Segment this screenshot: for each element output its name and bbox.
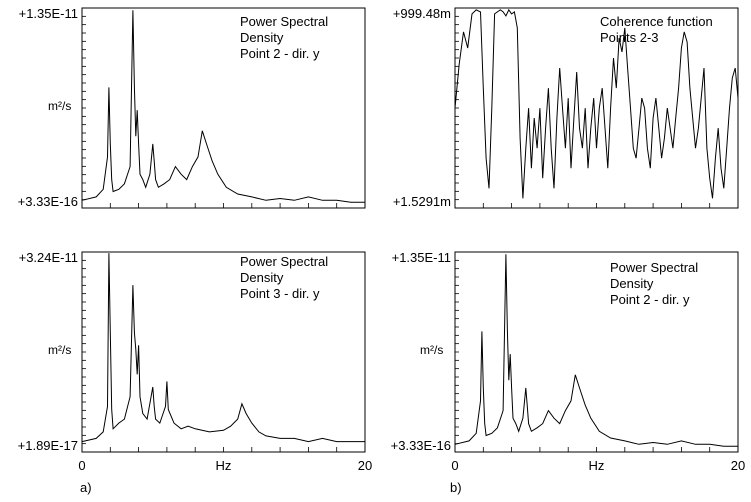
series-line-1 bbox=[81, 253, 365, 443]
panel-label-b: b) bbox=[450, 480, 462, 495]
chart-title-line: Density bbox=[610, 276, 654, 291]
chart-title-line: Point 3 - dir. y bbox=[240, 286, 320, 301]
y-unit-label: m²/s bbox=[48, 99, 71, 113]
y-top-label: +1.35E-11 bbox=[392, 250, 451, 265]
chart-panel-2: +999.48m +1.5291m Coherence functionPoints… bbox=[393, 6, 739, 209]
x-tick-label-end: 20 bbox=[731, 458, 745, 473]
series-line-1 bbox=[81, 10, 365, 203]
y-unit-label: m²/s bbox=[420, 343, 443, 357]
y-top-label: +999.48m bbox=[393, 6, 451, 21]
chart-title-line: Coherence function bbox=[600, 14, 713, 29]
plot-frame bbox=[81, 7, 366, 209]
plot-frame bbox=[454, 7, 739, 209]
chart-panel-1: +1.35E-11 +3.33E-16 m²/s Power SpectralDens… bbox=[18, 6, 366, 209]
y-bottom-label: +3.33E-16 bbox=[391, 438, 451, 453]
plot-frame bbox=[454, 251, 739, 453]
panel-label-a: a) bbox=[80, 480, 92, 495]
x-axis-label: Hz bbox=[589, 458, 605, 473]
plot-frame bbox=[81, 251, 366, 453]
chart-title-line: Density bbox=[240, 30, 284, 45]
y-bottom-label: +1.89E-17 bbox=[18, 438, 78, 453]
chart-title-line: Power Spectral bbox=[240, 14, 328, 29]
chart-panel-4: +1.35E-11 +3.33E-16 m²/s Power SpectralDens… bbox=[391, 250, 746, 473]
x-axis-label: Hz bbox=[216, 458, 232, 473]
chart-title-line: Power Spectral bbox=[240, 254, 328, 269]
chart-title-line: Points 2-3 bbox=[600, 30, 659, 45]
y-bottom-label: +1.5291m bbox=[393, 194, 451, 209]
chart-title-line: Point 2 - dir. y bbox=[240, 46, 320, 61]
x-tick-label-end: 20 bbox=[358, 458, 372, 473]
chart-panel-3: +3.24E-11 +1.89E-17 m²/s Power SpectralDens… bbox=[18, 250, 373, 473]
x-tick-label-start: 0 bbox=[78, 458, 85, 473]
series-line-1 bbox=[454, 8, 739, 199]
y-top-label: +1.35E-11 bbox=[19, 6, 78, 21]
series-line-1 bbox=[454, 254, 738, 447]
y-bottom-label: +3.33E-16 bbox=[18, 194, 78, 209]
chart-title-line: Power Spectral bbox=[610, 260, 698, 275]
x-tick-label-start: 0 bbox=[451, 458, 458, 473]
y-unit-label: m²/s bbox=[48, 343, 71, 357]
y-top-label: +3.24E-11 bbox=[19, 250, 78, 265]
chart-title-line: Point 2 - dir. y bbox=[610, 292, 690, 307]
chart-title-line: Density bbox=[240, 270, 284, 285]
